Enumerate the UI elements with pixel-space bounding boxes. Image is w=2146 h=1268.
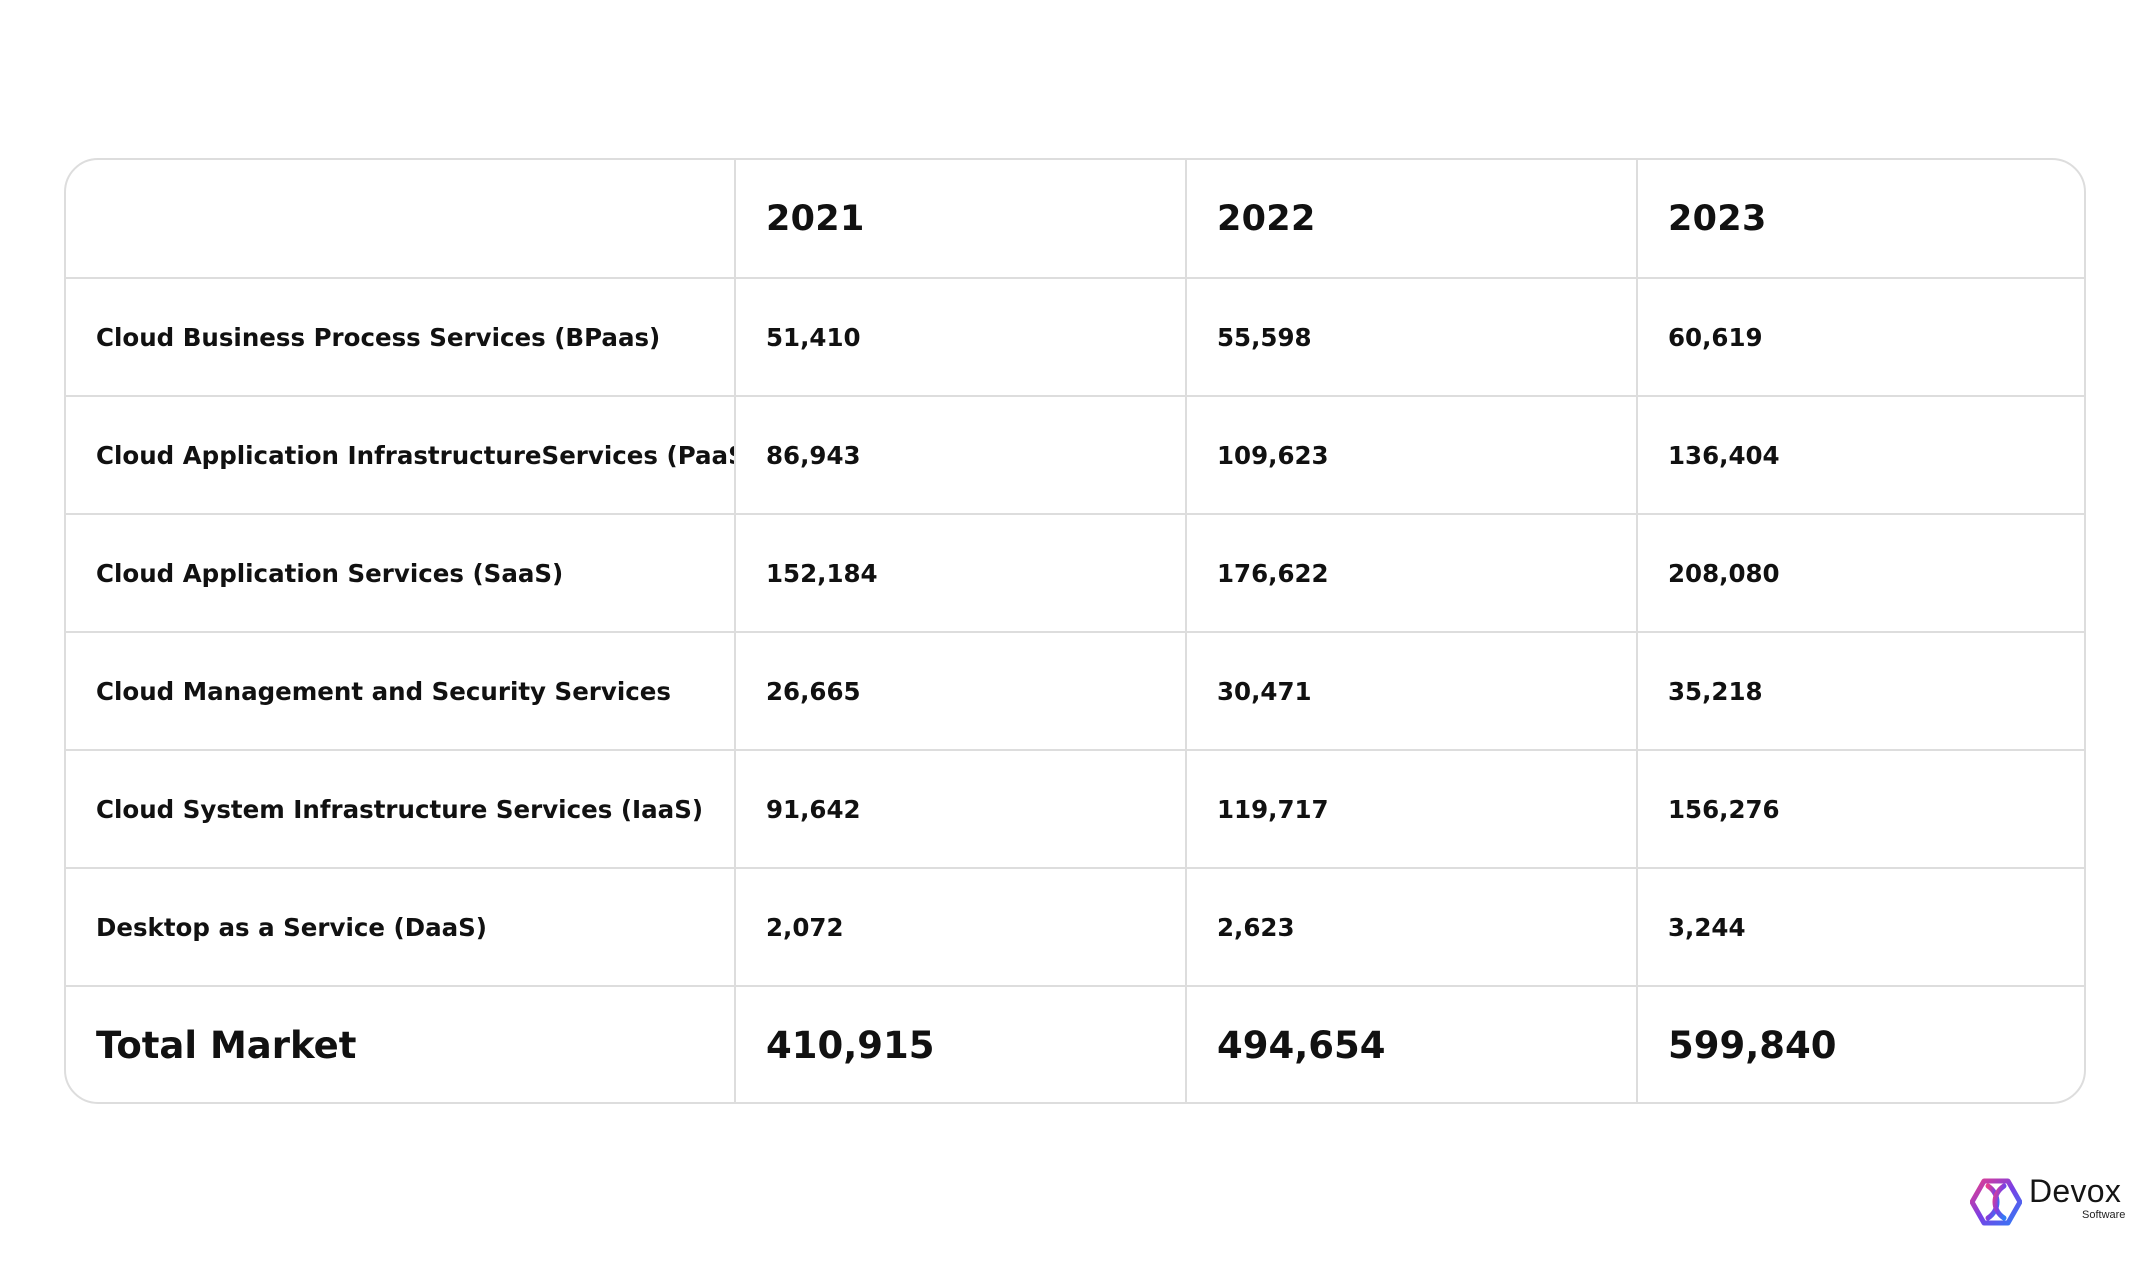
row-label: Cloud Management and Security Services: [66, 632, 736, 751]
logo-subtext: Software: [2082, 1209, 2126, 1221]
header-row: 2021 2022 2023: [66, 160, 2084, 279]
cell-value: 3,244: [1637, 868, 2084, 987]
cell-value: 2,072: [735, 868, 1187, 987]
cell-value: 156,276: [1637, 750, 2084, 869]
cell-value: 26,665: [735, 632, 1187, 751]
devox-logo: Devox Software: [1970, 1172, 2130, 1226]
cell-value: 51,410: [735, 278, 1187, 397]
logo-wordmark: Devox: [2029, 1173, 2122, 1209]
cell-value: 109,623: [1186, 396, 1638, 515]
cell-value: 91,642: [735, 750, 1187, 869]
header-year-2022: 2022: [1186, 160, 1638, 279]
cell-value: 176,622: [1186, 514, 1638, 633]
table-row: Cloud Management and Security Services 2…: [66, 632, 2084, 751]
cell-value: 30,471: [1186, 632, 1638, 751]
row-label: Cloud System Infrastructure Services (Ia…: [66, 750, 736, 869]
total-value: 599,840: [1668, 1024, 1837, 1067]
devox-hexagon-icon: [1970, 1178, 2022, 1226]
table-row: Cloud Application Services (SaaS) 152,18…: [66, 514, 2084, 633]
total-label: Total Market: [66, 986, 736, 1102]
cell-value: 86,943: [735, 396, 1187, 515]
table-row: Cloud Application InfrastructureServices…: [66, 396, 2084, 515]
table-row: Desktop as a Service (DaaS) 2,072 2,623 …: [66, 868, 2084, 987]
market-table-grid: 2021 2022 2023 Cloud Business Process Se…: [66, 160, 2084, 1102]
header-year-2023: 2023: [1637, 160, 2084, 279]
header-year-2021: 2021: [735, 160, 1187, 279]
cell-value: 35,218: [1637, 632, 2084, 751]
row-label: Desktop as a Service (DaaS): [66, 868, 736, 987]
cell-value: 208,080: [1637, 514, 2084, 633]
cell-value: 136,404: [1637, 396, 2084, 515]
total-value: 410,915: [735, 986, 1187, 1102]
row-label: Cloud Application InfrastructureServices…: [66, 396, 736, 515]
table-row: Cloud Business Process Services (BPaas) …: [66, 278, 2084, 397]
market-table: 2021 2022 2023 Cloud Business Process Se…: [64, 158, 2086, 1104]
cell-value: 60,619: [1637, 278, 2084, 397]
cell-value: 119,717: [1186, 750, 1638, 869]
cell-value: 55,598: [1186, 278, 1638, 397]
total-value: 494,654: [1186, 986, 1638, 1102]
row-label: Cloud Application Services (SaaS): [66, 514, 736, 633]
table-row: Cloud System Infrastructure Services (Ia…: [66, 750, 2084, 869]
row-label: Cloud Business Process Services (BPaas): [66, 278, 736, 397]
cell-value: 2,623: [1186, 868, 1638, 987]
total-row: Total Market 410,915 494,654 599,840: [66, 986, 2084, 1102]
cell-value: 152,184: [735, 514, 1187, 633]
header-empty-cell: [66, 160, 736, 279]
